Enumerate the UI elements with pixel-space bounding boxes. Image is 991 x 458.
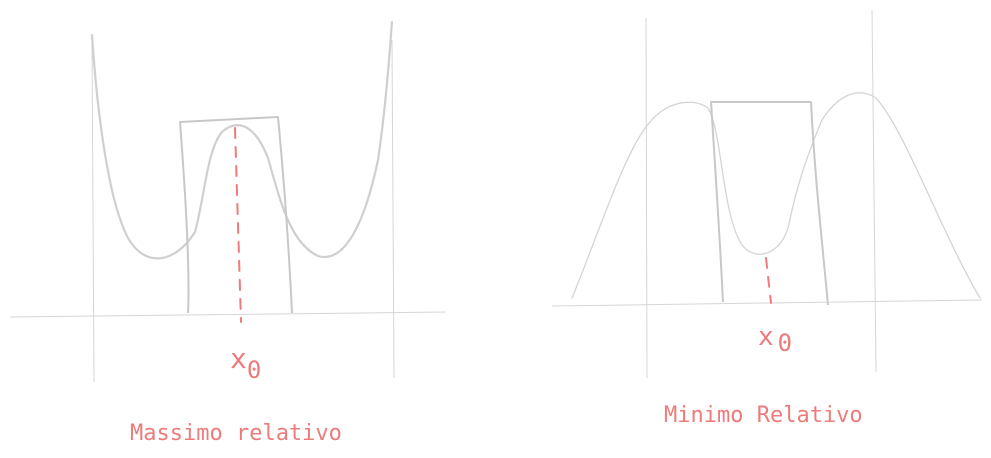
- x0-dashed-line-min: [765, 257, 772, 304]
- y-axis-right-1: [645, 17, 648, 379]
- neighborhood-box-max: [179, 116, 293, 314]
- caption-max: Massimo relativo: [130, 421, 342, 446]
- y-axis-left-1: [91, 39, 95, 383]
- function-curve-min: [571, 92, 981, 299]
- x0-dashed-line-max: [234, 127, 242, 323]
- y-axis-right-2: [871, 9, 877, 373]
- function-curve-max: [90, 20, 394, 260]
- y-axis-left-2: [391, 39, 395, 379]
- caption-min: Minimo Relativo: [664, 403, 863, 428]
- x-axis-left: [9, 311, 447, 318]
- x-axis-right: [551, 299, 983, 307]
- diagram-max: x0 Massimo relativo: [9, 20, 447, 446]
- x0-label-max: x0: [230, 342, 261, 384]
- neighborhood-box-min: [710, 101, 829, 306]
